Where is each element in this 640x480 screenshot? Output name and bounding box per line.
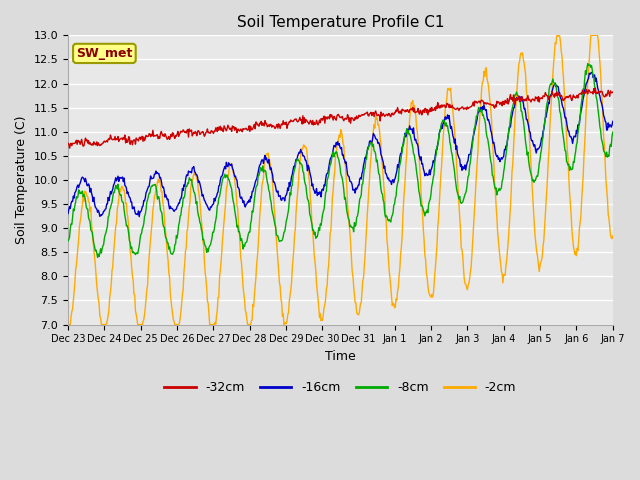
Text: SW_met: SW_met: [76, 47, 132, 60]
X-axis label: Time: Time: [325, 350, 356, 363]
Y-axis label: Soil Temperature (C): Soil Temperature (C): [15, 116, 28, 244]
Title: Soil Temperature Profile C1: Soil Temperature Profile C1: [237, 15, 444, 30]
Legend: -32cm, -16cm, -8cm, -2cm: -32cm, -16cm, -8cm, -2cm: [159, 376, 522, 399]
